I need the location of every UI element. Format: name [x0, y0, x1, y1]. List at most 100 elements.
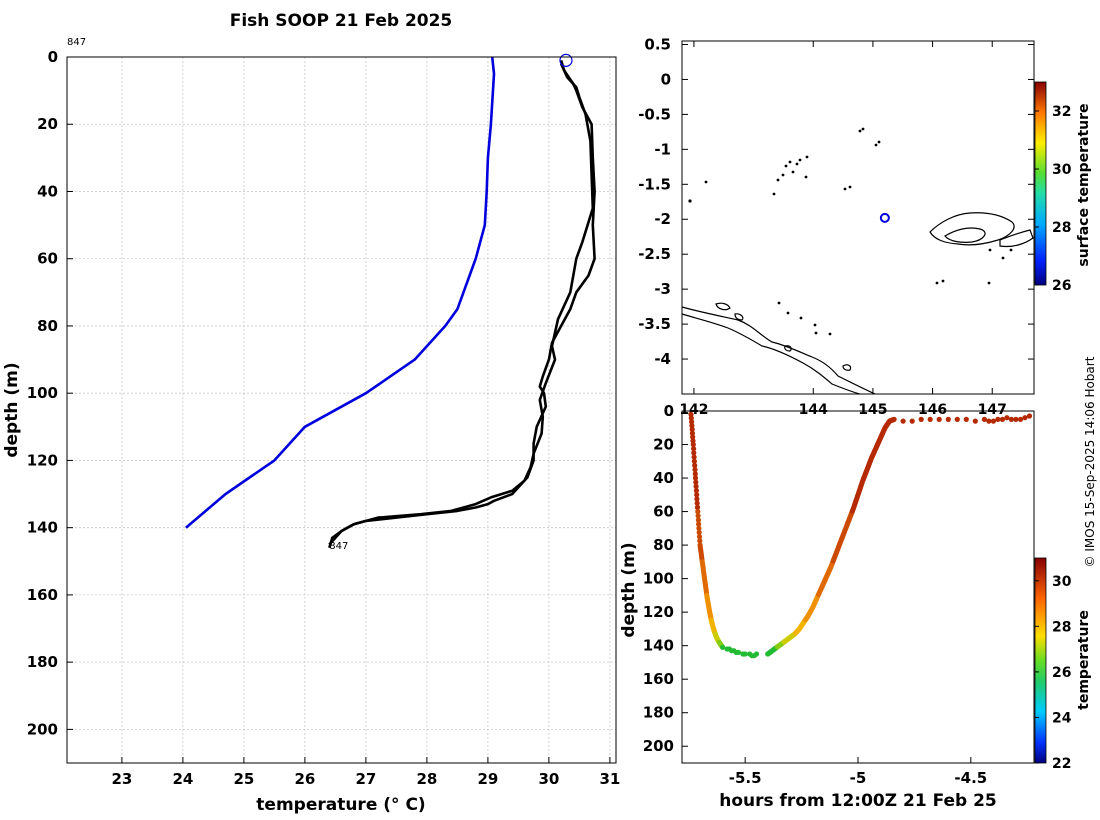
- section-colorbar-tick-label: 26: [1052, 665, 1071, 681]
- section-y-tick-label: 180: [643, 704, 674, 722]
- section-bottom-point: [753, 651, 760, 657]
- section-downcast-point: [695, 513, 701, 519]
- profile-y-tick-label: 160: [27, 586, 58, 604]
- section-downcast-point: [695, 509, 701, 515]
- map-y-ticks: 0.5 0 -0.5 -1 -1.5 -2 -2.5 -3 -3.5 -4: [638, 35, 1034, 368]
- section-surface-point: [990, 418, 997, 424]
- section-colorbar-tick-label: 22: [1052, 756, 1071, 772]
- section-y-tick-label: 20: [653, 436, 674, 454]
- section-surface-point: [900, 418, 906, 424]
- section-surface-point: [927, 416, 933, 422]
- section-colorbar-ticks: 22 24 26 28 30: [1035, 574, 1072, 772]
- section-downcast-point: [689, 423, 695, 429]
- section-x-label: hours from 12:00Z 21 Feb 25: [719, 791, 997, 811]
- section-downcast-point: [696, 521, 702, 527]
- section-surface-point: [986, 418, 992, 424]
- section-downcast-point: [695, 517, 702, 523]
- map-y-tick-label: 0.5: [644, 35, 671, 53]
- section-downcast-point: [691, 458, 698, 464]
- section-y-tick-label: 40: [653, 469, 674, 487]
- map-marker-group: [879, 212, 890, 223]
- map-y-tick-label: 0: [661, 70, 671, 88]
- profile-series-line-0: [185, 56, 496, 529]
- section-downcast-point: [691, 450, 697, 456]
- section-points: [688, 411, 1033, 659]
- profile-y-tick-label: 40: [37, 182, 58, 200]
- section-surface-point: [1013, 416, 1019, 422]
- section-colorbar-label: temperature: [1076, 610, 1092, 710]
- section-downcast-point: [693, 483, 699, 489]
- section-surface-point: [918, 416, 924, 422]
- section-downcast-point: [694, 504, 701, 510]
- section-surface-point: [999, 416, 1006, 422]
- map-position-marker: [879, 212, 890, 223]
- section-y-tick-label: 100: [643, 570, 674, 588]
- section-downcast-point: [720, 644, 726, 650]
- map-y-tick-label: -0.5: [638, 105, 671, 123]
- profile-position-marker: [559, 53, 573, 67]
- section-surface-point: [1017, 416, 1024, 422]
- profile-y-label: depth (m): [2, 362, 22, 457]
- section-downcast-point: [690, 441, 696, 448]
- profile-y-tick-label: 120: [27, 451, 58, 469]
- section-bottom-point: [742, 651, 748, 657]
- section-x-tick-label: -5.5: [729, 769, 762, 787]
- section-colorbar-tick-label: 24: [1052, 710, 1072, 726]
- section-downcast-point: [689, 419, 695, 425]
- map-y-tick-label: -1: [654, 140, 671, 158]
- section-downcast-point: [692, 467, 698, 473]
- section-x-tick-label: -4.5: [954, 769, 987, 787]
- profile-grid: [67, 56, 616, 763]
- section-surface-point: [972, 418, 978, 424]
- section-bottom-point: [735, 649, 742, 656]
- profile-x-tick-label: 24: [172, 770, 193, 788]
- section-downcast-point: [692, 471, 698, 477]
- profile-y-tick-label: 100: [27, 384, 58, 402]
- profile-y-tick-label: 60: [37, 250, 58, 268]
- profile-panel: 23 24 25 26 27 28 29 30 31 0 20 40 60 80 100 120 140 160…: [2, 11, 620, 815]
- section-frame: [681, 410, 1035, 764]
- section-surface-point: [1008, 416, 1015, 422]
- profile-series-line-2: [328, 63, 595, 546]
- section-downcast-point: [690, 438, 696, 444]
- profile-y-tick-label: 80: [37, 317, 58, 335]
- section-panel: -5.5 -5 -4.5 0 20 40 60 80 100 120 140 160 180 200 2…: [619, 402, 1092, 811]
- map-colorbar-tick-label: 32: [1052, 104, 1071, 120]
- section-y-tick-label: 200: [643, 737, 674, 755]
- section-y-label: depth (m): [619, 542, 639, 637]
- profile-x-tick-label: 28: [416, 770, 437, 788]
- profile-y-ticks: 0 20 40 60 80 100 120 140 160 180 200: [27, 48, 73, 738]
- profile-y-tick-label: 20: [37, 115, 58, 133]
- map-colorbar-tick-label: 26: [1052, 278, 1071, 294]
- profile-annotation-1: 847: [329, 541, 348, 552]
- section-downcast-point: [689, 426, 695, 432]
- profile-annotation-0: 847: [67, 37, 86, 48]
- section-surface-point: [936, 416, 942, 422]
- profile-x-ticks: 23 24 25 26 27 28 29 30 31: [111, 757, 620, 788]
- map-x-ticks: 142 144 145 146 147: [679, 41, 1007, 418]
- map-y-tick-label: -1.5: [638, 175, 671, 193]
- section-y-tick-label: 60: [653, 503, 674, 521]
- profile-x-tick-label: 26: [294, 770, 315, 788]
- section-surface-point: [945, 416, 951, 422]
- profile-series-line-1: [328, 60, 596, 549]
- section-y-tick-label: 140: [643, 637, 674, 655]
- section-y-tick-label: 160: [643, 670, 674, 688]
- section-y-ticks: 0 20 40 60 80 100 120 140 160 180 200: [643, 402, 688, 755]
- section-downcast-point: [696, 534, 703, 540]
- section-y-tick-label: 120: [643, 603, 674, 621]
- profile-annotations: 847 847: [67, 37, 348, 552]
- credit-text: © IMOS 15-Sep-2025 14:06 Hobart: [1083, 356, 1097, 567]
- map-colorbar-ticks: 26 28 30 32: [1035, 104, 1072, 294]
- section-downcast-point: [696, 525, 702, 531]
- profile-x-label: temperature (° C): [256, 795, 425, 815]
- section-colorbar-tick-label: 30: [1052, 574, 1072, 590]
- section-downcast-point: [692, 475, 699, 481]
- map-x-tick-label: 145: [858, 402, 887, 418]
- section-downcast-point: [690, 434, 696, 440]
- map-colorbar: [1034, 81, 1047, 286]
- map-y-tick-label: -2: [654, 210, 671, 228]
- section-downcast-point: [691, 446, 697, 452]
- section-downcast-point: [694, 496, 700, 502]
